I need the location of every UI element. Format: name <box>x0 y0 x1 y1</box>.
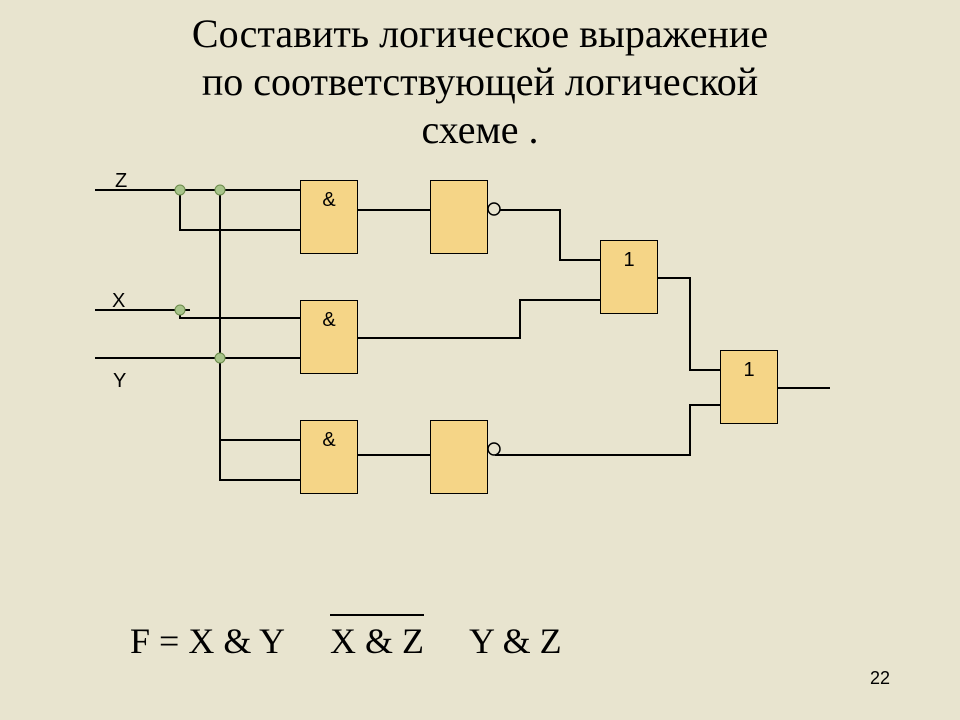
page-number: 22 <box>870 668 890 689</box>
junction-dot <box>215 185 225 195</box>
title-line-1: Составить логическое выражение <box>0 10 960 58</box>
inversion-bubble <box>488 443 500 455</box>
input-label-y: Y <box>113 370 126 393</box>
formula-term-1: X & Z <box>330 621 424 661</box>
wire <box>180 310 300 318</box>
gate-and2: & <box>300 300 358 374</box>
logic-circuit-diagram: & & & 11 Z X Y <box>0 160 960 580</box>
wire <box>495 405 720 455</box>
wire <box>220 190 300 440</box>
wire <box>358 300 600 338</box>
gate-and1: & <box>300 180 358 254</box>
gate-not2 <box>430 420 488 494</box>
input-label-z: Z <box>115 170 127 193</box>
wire <box>220 358 300 480</box>
gate-and3: & <box>300 420 358 494</box>
formula: F = X & Y X & Z Y & Z <box>130 620 607 662</box>
junction-dot <box>175 305 185 315</box>
formula-overline <box>330 614 424 616</box>
formula-term-0: X & Y <box>188 621 285 661</box>
wire <box>180 190 300 230</box>
gate-or1: 1 <box>600 240 658 314</box>
slide-title: Составить логическое выражение по соотве… <box>0 0 960 154</box>
junction-dot <box>175 185 185 195</box>
inversion-bubble <box>488 203 500 215</box>
formula-term-2: Y & Z <box>469 621 562 661</box>
wire <box>495 210 600 260</box>
formula-prefix: F = <box>130 621 188 661</box>
title-line-2: по соответствующей логической <box>0 58 960 106</box>
gate-not1 <box>430 180 488 254</box>
wire <box>658 278 720 370</box>
input-label-x: X <box>112 290 125 313</box>
gate-or2: 1 <box>720 350 778 424</box>
junction-dot <box>215 353 225 363</box>
title-line-3: схеме . <box>0 106 960 154</box>
